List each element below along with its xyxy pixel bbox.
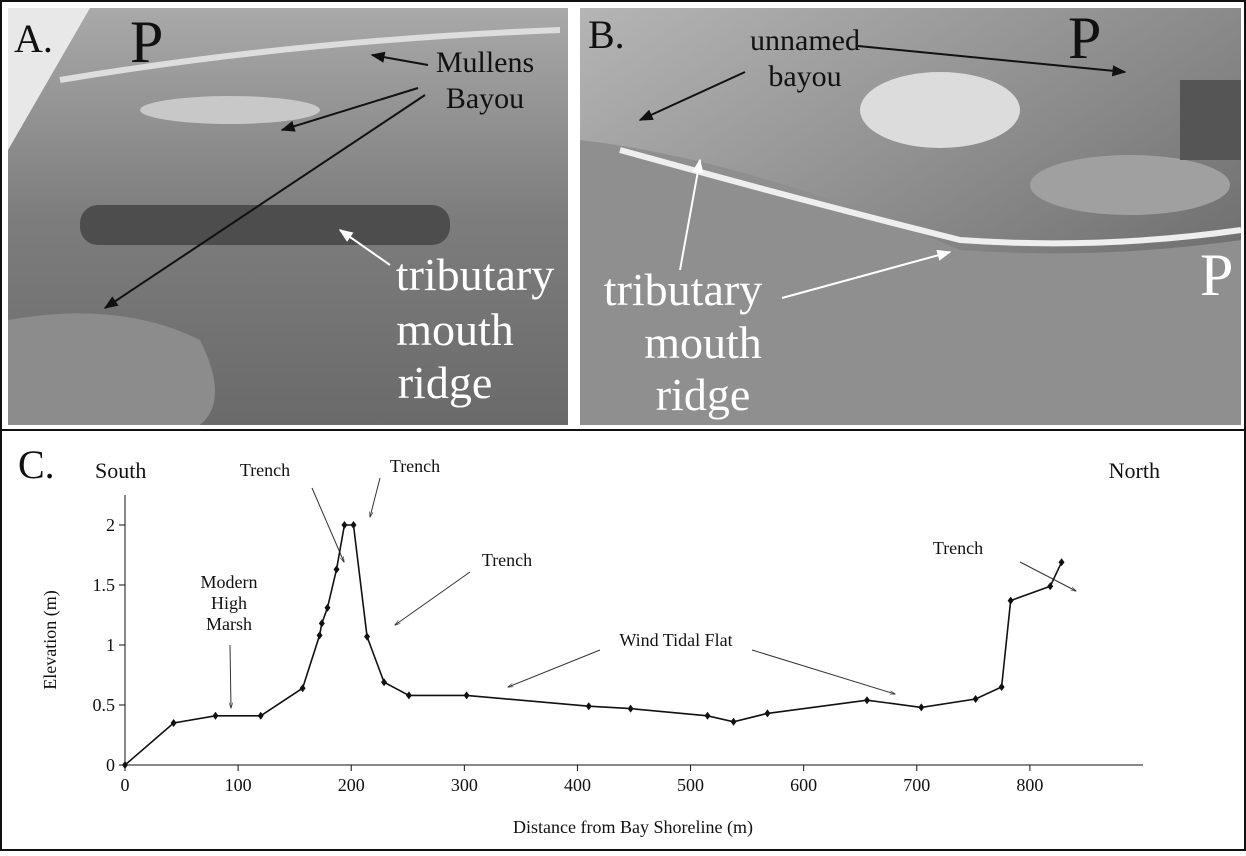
x-tick-label: 800 xyxy=(1016,775,1043,795)
x-tick-label: 0 xyxy=(121,775,130,795)
point xyxy=(212,712,218,720)
photo-text: bayou xyxy=(768,60,841,93)
x-tick-label: 600 xyxy=(790,775,817,795)
annotation: Trench xyxy=(933,538,983,558)
point xyxy=(258,712,264,720)
y-axis-label: Elevation (m) xyxy=(40,590,61,689)
annotation: Trench xyxy=(390,456,440,476)
annotation-arrows xyxy=(230,478,1076,708)
point xyxy=(999,683,1005,691)
annotation: High xyxy=(211,593,247,613)
photo-b: B. unnamed bayou P tributary mouth ridge… xyxy=(580,5,1241,425)
photo-text: Mullens xyxy=(436,46,534,79)
point xyxy=(973,695,979,703)
y-tick-label: 0.5 xyxy=(93,695,116,715)
annotation: Marsh xyxy=(206,614,252,634)
direction-label: North xyxy=(1109,458,1160,483)
direction-label: South xyxy=(95,458,146,483)
x-tick-label: 400 xyxy=(564,775,591,795)
photo-text: ridge xyxy=(398,357,493,408)
photo-text: P xyxy=(1068,5,1101,71)
line xyxy=(125,525,1062,765)
point xyxy=(464,691,470,699)
point xyxy=(918,703,924,711)
x-tick-label: 500 xyxy=(677,775,704,795)
point xyxy=(864,696,870,704)
x-tick-label: 700 xyxy=(903,775,930,795)
panel-label: A. xyxy=(14,16,53,61)
y-tick-label: 0 xyxy=(106,755,115,775)
photo-text: mouth xyxy=(644,317,762,368)
point xyxy=(705,712,711,720)
point xyxy=(334,565,340,573)
photo-text: Bayou xyxy=(446,82,524,115)
point xyxy=(341,521,347,529)
panel-label: B. xyxy=(588,12,625,57)
photo-text: ridge xyxy=(656,369,751,420)
point xyxy=(319,619,325,627)
point xyxy=(628,705,634,713)
photo-a: A. P Mullens Bayou tributary mouth ridge xyxy=(8,8,568,425)
y-tick-label: 2 xyxy=(106,515,115,535)
point xyxy=(350,521,356,529)
point xyxy=(1008,597,1014,605)
panel-label: C. xyxy=(18,442,55,487)
point xyxy=(364,633,370,641)
x-axis-label: Distance from Bay Shoreline (m) xyxy=(513,817,753,838)
photo-text: P xyxy=(1200,242,1233,308)
photo-text: P xyxy=(130,9,163,75)
figure: A. P Mullens Bayou tributary mouth ridge… xyxy=(0,0,1246,851)
annotation: Wind Tidal Flat xyxy=(619,630,732,650)
chart: C. South North Distance from Bay Shoreli… xyxy=(18,442,1160,838)
point xyxy=(731,718,737,726)
point xyxy=(764,709,770,717)
point xyxy=(381,678,387,686)
x-tick-label: 200 xyxy=(338,775,365,795)
photo-text: tributary xyxy=(396,249,554,300)
photo-text: tributary xyxy=(604,264,762,315)
photo-text: unnamed xyxy=(750,24,860,57)
y-tick-label: 1.5 xyxy=(93,575,116,595)
point xyxy=(406,691,412,699)
point xyxy=(300,684,306,692)
x-tick-label: 100 xyxy=(225,775,252,795)
photo-text: mouth xyxy=(396,304,514,355)
point xyxy=(586,702,592,710)
annotation: Trench xyxy=(240,460,290,480)
y-tick-label: 1 xyxy=(106,635,115,655)
point xyxy=(317,631,323,639)
x-tick-label: 300 xyxy=(451,775,478,795)
annotation: Trench xyxy=(482,550,532,570)
annotation: Modern xyxy=(201,572,258,592)
point xyxy=(324,604,330,612)
